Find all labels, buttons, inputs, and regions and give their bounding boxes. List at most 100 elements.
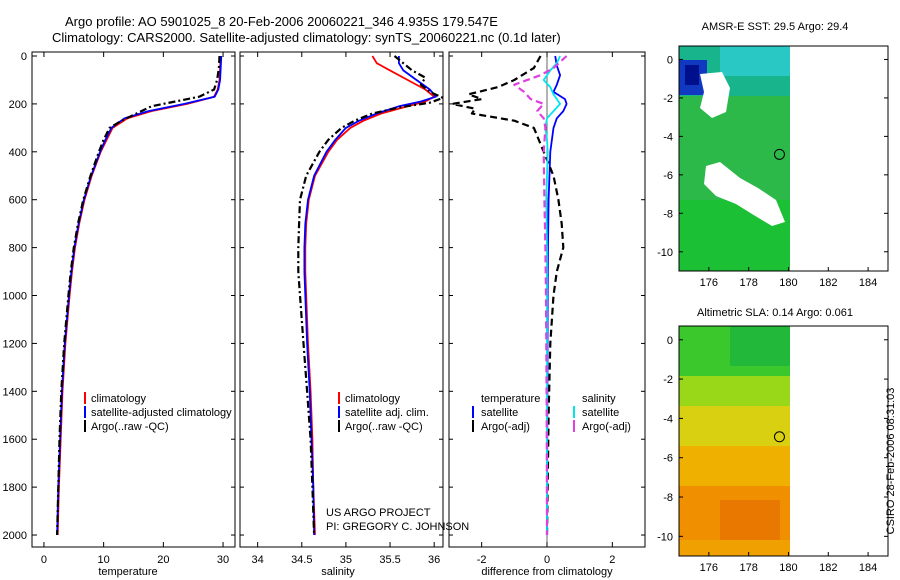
lon-tick-label: 184	[859, 277, 877, 289]
sla-map-title: Altimetric SLA: 0.14 Argo: 0.061	[697, 307, 853, 319]
x-tick-label: 34	[252, 554, 264, 566]
series-line-temperature-satellite	[546, 55, 568, 536]
salinity-panel: 34 34.5 35 35.5 36 salinity climatology sate…	[239, 51, 469, 578]
figure-title-line2: Climatology: CARS2000. Satellite-adjuste…	[52, 30, 561, 45]
legend-label-argo: Argo(..raw -QC)	[345, 421, 423, 433]
lon-tick-label: 180	[779, 277, 797, 289]
salinity-legend: climatology satellite adj. clim. Argo(..…	[338, 392, 429, 433]
depth-tick-label: 600	[9, 195, 27, 207]
argo-float-marker	[773, 431, 785, 443]
legend-heading-temperature: temperature	[481, 393, 540, 405]
series-line-satellite-adj-clim-	[303, 56, 437, 536]
temperature-legend: climatology satellite-adjusted climatolo…	[84, 392, 232, 433]
legend-label-climatology: climatology	[345, 393, 401, 405]
x-tick-label: 0	[544, 554, 550, 566]
x-tick-label: 35	[340, 554, 352, 566]
depth-axis: 0 200 400 600 800 1000 1200 1400 1600 1800 2000	[3, 51, 37, 542]
lat-tick-label: -2	[663, 93, 673, 105]
sst-map-panel: AMSR-E SST: 29.5 Argo: 29.4 176 178 180 182…	[657, 21, 889, 289]
sst-map-axes: 176 178 180 182 184 0 -2 -4 -6 -8 -10	[657, 54, 888, 289]
x-tick-label: 20	[157, 554, 169, 566]
depth-tick-label: 1400	[3, 386, 27, 398]
series-line-salinity-satellite	[542, 55, 561, 535]
temperature-series	[56, 55, 223, 536]
x-tick-label: 0	[41, 554, 47, 566]
legend-label-satellite: satellite-adjusted climatology	[91, 407, 232, 419]
depth-tick-label: 1200	[3, 338, 27, 350]
depth-tick-label: 1000	[3, 291, 27, 303]
lat-tick-label: 0	[667, 335, 673, 347]
sla-field-band	[679, 446, 790, 486]
lon-tick-label: 180	[779, 562, 797, 574]
lon-tick-label: 184	[859, 562, 877, 574]
x-tick-label: -2	[477, 554, 487, 566]
difference-series	[451, 52, 568, 547]
lat-tick-label: 0	[667, 54, 673, 66]
sla-map-field	[679, 326, 790, 556]
x-tick-label: 10	[98, 554, 110, 566]
series-line-satellite-adjusted-climatology	[56, 55, 223, 536]
sst-cold-patch	[685, 65, 699, 85]
series-line-climatology	[56, 55, 222, 536]
lat-tick-label: -6	[663, 453, 673, 465]
lat-tick-label: -8	[663, 492, 673, 504]
legend-heading-salinity: salinity	[582, 393, 616, 405]
lat-tick-label: -4	[663, 131, 673, 143]
lon-tick-label: 182	[819, 562, 837, 574]
x-tick-label: 2	[609, 554, 615, 566]
lat-tick-label: -10	[657, 247, 673, 259]
legend-label-sal-satellite: satellite	[582, 407, 619, 419]
legend-label-temp-argo: Argo(-adj)	[481, 421, 530, 433]
lon-tick-label: 178	[739, 562, 757, 574]
csiro-timestamp: CSIRO 28-Feb-2006 08:31:03	[885, 388, 897, 535]
temperature-xlabel: temperature	[98, 566, 157, 578]
salinity-x-axis: 34 34.5 35 35.5 36	[240, 52, 443, 566]
depth-tick-label: 200	[9, 99, 27, 111]
series-line-temperature-argo-adj-	[451, 55, 565, 536]
sst-map-title: AMSR-E SST: 29.5 Argo: 29.4	[702, 21, 849, 33]
sla-field-band	[679, 540, 790, 556]
sla-map-panel: Altimetric SLA: 0.14 Argo: 0.061 176 178 1…	[657, 307, 889, 574]
legend-label-satellite: satellite adj. clim.	[345, 407, 429, 419]
salinity-axes-frame	[239, 51, 444, 548]
x-tick-label: 30	[217, 554, 229, 566]
lat-tick-label: -4	[663, 413, 673, 425]
x-tick-label: 35.5	[379, 554, 400, 566]
project-credit: US ARGO PROJECT	[326, 507, 431, 519]
sla-map-frame	[678, 325, 889, 557]
lon-tick-label: 178	[739, 277, 757, 289]
sla-map-axes: 176 178 180 182 184 0 -2 -4 -6 -8 -10	[657, 335, 888, 574]
sla-field-band	[720, 500, 780, 540]
lon-tick-label: 182	[819, 277, 837, 289]
sst-map-field	[679, 46, 790, 271]
series-line-argo-raw-qc-	[56, 55, 221, 536]
legend-label-climatology: climatology	[91, 393, 147, 405]
lat-tick-label: -10	[657, 531, 673, 543]
temperature-panel: 0 200 400 600 800 1000 1200 1400 1600 1800 2000 0 1…	[3, 51, 236, 578]
lat-tick-label: -6	[663, 170, 673, 182]
figure-title-line1: Argo profile: AO 5901025_8 20-Feb-2006 2…	[65, 14, 498, 29]
series-line-salinity-argo-adj-	[513, 55, 568, 536]
depth-tick-label: 400	[9, 147, 27, 159]
sla-field-band	[679, 406, 790, 446]
difference-xlabel: difference from climatology	[481, 566, 613, 578]
legend-label-argo: Argo(..raw -QC)	[91, 421, 169, 433]
x-tick-label: 34.5	[291, 554, 312, 566]
sst-field-band	[720, 46, 790, 76]
argo-float-marker	[773, 148, 785, 160]
depth-tick-label: 1600	[3, 434, 27, 446]
depth-tick-label: 2000	[3, 530, 27, 542]
legend-label-temp-satellite: satellite	[481, 407, 518, 419]
salinity-xlabel: salinity	[321, 566, 355, 578]
depth-tick-label: 800	[9, 243, 27, 255]
temperature-axes-frame	[31, 51, 236, 548]
sst-cloud-mask	[700, 72, 730, 118]
lat-tick-label: -8	[663, 208, 673, 220]
pi-credit: PI: GREGORY C. JOHNSON	[326, 521, 469, 533]
sst-map-frame	[678, 45, 889, 272]
lon-tick-label: 176	[700, 562, 718, 574]
depth-tick-label: 1800	[3, 482, 27, 494]
lat-tick-label: -2	[663, 374, 673, 386]
sst-cloud-mask	[704, 162, 785, 226]
